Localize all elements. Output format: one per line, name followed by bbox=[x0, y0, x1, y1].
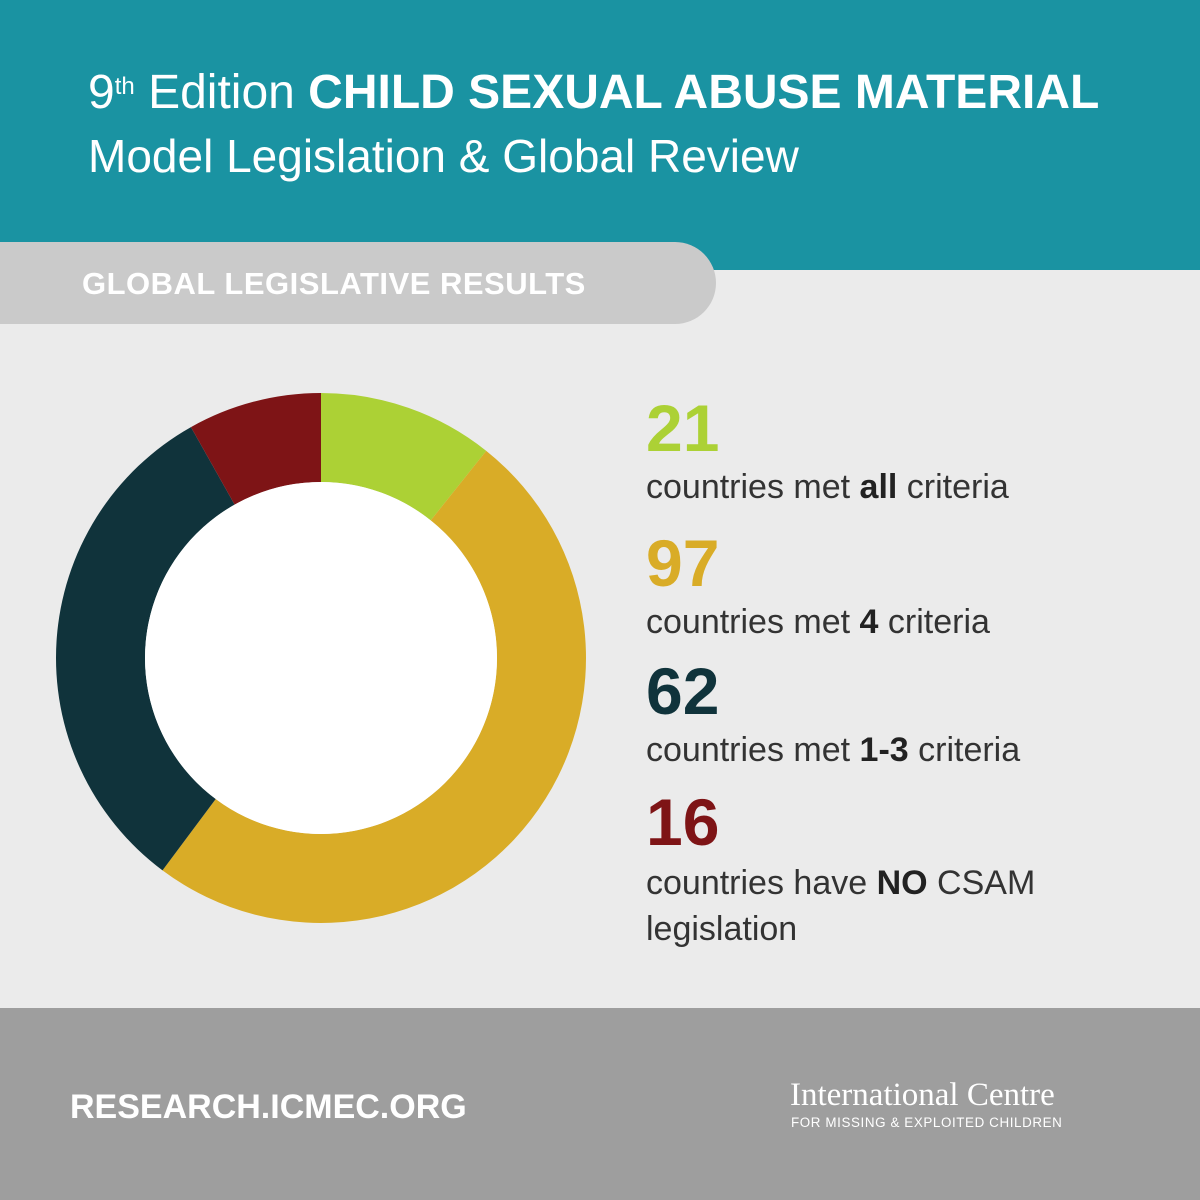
page-subtitle: Model Legislation & Global Review bbox=[88, 130, 799, 182]
header-banner bbox=[0, 0, 1200, 270]
research-url-link[interactable]: RESEARCH.ICMEC.ORG bbox=[70, 1088, 467, 1126]
title-bold: CHILD SEXUAL ABUSE MATERIAL bbox=[308, 66, 1100, 119]
stat-label-no-legislation: countries have NO CSAM legislation bbox=[646, 864, 1036, 948]
stat-label-4-criteria: countries met 4 criteria bbox=[646, 603, 990, 641]
donut-chart bbox=[55, 393, 586, 923]
donut-slice-all-criteria bbox=[321, 393, 487, 521]
donut-slice-4-criteria bbox=[162, 450, 586, 923]
stat-value-1-3-criteria: 62 bbox=[646, 654, 720, 728]
footer bbox=[0, 1008, 1200, 1200]
edition-number: 9 bbox=[88, 66, 115, 119]
stat-label-1-3-criteria: countries met 1-3 criteria bbox=[646, 731, 1021, 769]
edition-suffix: th bbox=[114, 73, 135, 100]
donut-hole bbox=[145, 482, 497, 834]
stat-value-all-criteria: 21 bbox=[646, 391, 720, 465]
org-logo-name: International Centre bbox=[790, 1077, 1055, 1113]
page-title: 9th Edition CHILD SEXUAL ABUSE MATERIAL bbox=[88, 64, 1099, 122]
donut-slice-no-legislation bbox=[190, 393, 321, 505]
stat-value-no-legislation: 16 bbox=[646, 785, 720, 859]
section-band bbox=[0, 242, 716, 324]
stat-value-4-criteria: 97 bbox=[646, 526, 720, 600]
donut-slice-1-3-criteria bbox=[55, 427, 235, 871]
stat-label-all-criteria: countries met all criteria bbox=[646, 468, 1009, 506]
section-title: GLOBAL LEGISLATIVE RESULTS bbox=[82, 266, 586, 301]
edition-word: Edition bbox=[148, 66, 295, 119]
org-logo-tagline: FOR MISSING & EXPLOITED CHILDREN bbox=[791, 1115, 1063, 1130]
